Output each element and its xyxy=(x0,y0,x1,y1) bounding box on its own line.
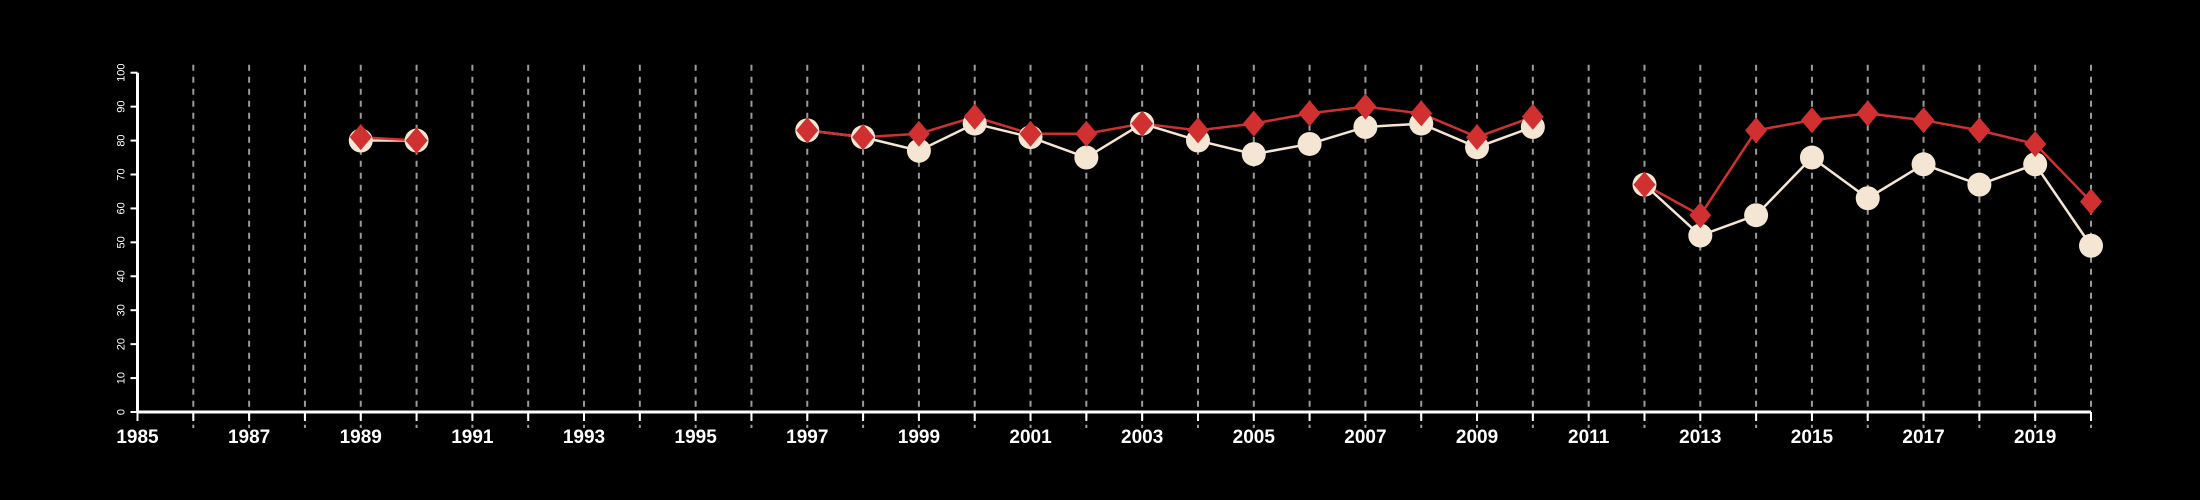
x-tick-label: 2013 xyxy=(1679,427,1721,448)
markers-diamonds xyxy=(349,93,2102,229)
data-point-circle xyxy=(1744,203,1769,228)
x-tick-label: 2011 xyxy=(1568,427,1610,448)
x-tick-label: 1993 xyxy=(563,427,605,448)
data-point-diamond xyxy=(1968,117,1991,144)
x-tick-label: 1987 xyxy=(228,427,270,448)
data-point-diamond xyxy=(2024,130,2047,157)
y-tick-label: 30 xyxy=(115,304,127,316)
data-point-diamond xyxy=(1242,110,1265,137)
x-tick-label: 2005 xyxy=(1233,427,1276,448)
x-tick-label: 2019 xyxy=(2014,427,2056,448)
data-point-diamond xyxy=(1354,93,1377,120)
markers-circles xyxy=(348,111,2103,258)
data-point-diamond xyxy=(1689,202,1712,229)
data-point-diamond xyxy=(907,120,930,147)
data-point-diamond xyxy=(852,124,875,151)
data-point-diamond xyxy=(1745,117,1768,144)
series-diamonds xyxy=(360,105,2092,217)
x-tick-label: 1989 xyxy=(340,427,382,448)
y-tick-label: 100 xyxy=(115,64,127,82)
series-circles xyxy=(360,122,2093,247)
data-point-diamond xyxy=(1298,100,1321,127)
y-tick-label: 50 xyxy=(115,236,127,248)
data-point-circle xyxy=(1799,145,1824,170)
y-tick-label: 40 xyxy=(115,270,127,282)
x-tick-label: 2015 xyxy=(1791,427,1834,448)
y-tick-label: 60 xyxy=(115,202,127,214)
data-point-circle xyxy=(1855,186,1880,211)
data-point-circle xyxy=(1967,172,1992,197)
x-tick-label: 1985 xyxy=(116,427,159,448)
data-point-diamond xyxy=(1856,100,1879,127)
y-tick-label: 80 xyxy=(115,134,127,146)
x-tick-label: 2009 xyxy=(1456,427,1498,448)
data-point-diamond xyxy=(1466,124,1489,151)
data-point-circle xyxy=(1688,223,1713,248)
data-point-circle xyxy=(2023,152,2048,177)
data-point-diamond xyxy=(405,127,428,154)
y-tick-label: 70 xyxy=(115,168,127,180)
data-point-diamond xyxy=(1075,120,1098,147)
x-tick-label: 1991 xyxy=(451,427,494,448)
data-point-diamond xyxy=(1800,107,1823,134)
x-tick-label: 2007 xyxy=(1344,427,1386,448)
data-point-circle xyxy=(906,138,931,163)
data-point-diamond xyxy=(796,117,819,144)
data-point-diamond xyxy=(1912,107,1935,134)
y-tick-label: 20 xyxy=(115,338,127,350)
data-point-diamond xyxy=(349,124,372,151)
x-tick-label: 1995 xyxy=(675,427,718,448)
y-tick-label: 0 xyxy=(115,409,127,415)
x-tick-label: 1997 xyxy=(786,427,828,448)
data-point-diamond xyxy=(1131,110,1154,137)
y-tick-label: 90 xyxy=(115,101,127,113)
data-point-circle xyxy=(1911,152,1936,177)
data-point-diamond xyxy=(1019,120,1042,147)
data-point-circle xyxy=(1297,131,1322,156)
data-point-circle xyxy=(1241,142,1266,167)
y-tick-label: 10 xyxy=(115,372,127,384)
data-point-circle xyxy=(2079,233,2103,258)
data-point-diamond xyxy=(1521,103,1544,130)
data-point-circle xyxy=(1353,114,1378,139)
x-tick-label: 1999 xyxy=(898,427,940,448)
data-point-diamond xyxy=(2080,188,2102,215)
data-point-diamond xyxy=(963,103,986,130)
x-tick-label: 2017 xyxy=(1902,427,1944,448)
data-point-circle xyxy=(1074,145,1099,170)
x-tick-label: 2001 xyxy=(1009,427,1052,448)
data-point-diamond xyxy=(1186,117,1209,144)
data-point-diamond xyxy=(1410,100,1433,127)
x-tick-label: 2003 xyxy=(1121,427,1163,448)
data-point-diamond xyxy=(1633,171,1656,198)
